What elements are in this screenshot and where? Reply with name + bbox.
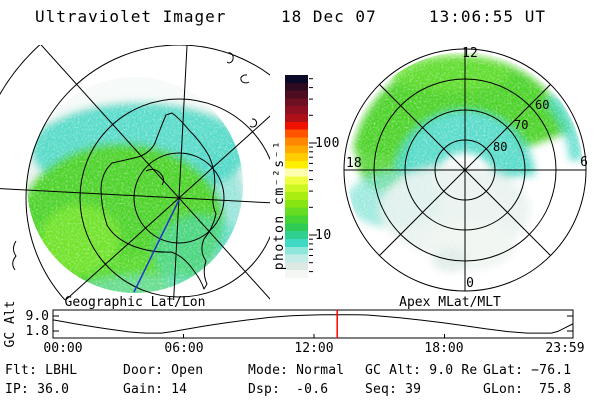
- status-glat: GLat: −76.1: [483, 363, 572, 378]
- header-date: 18 Dec 07: [281, 7, 377, 26]
- mlt-label-0: 0: [466, 276, 474, 291]
- status-seq: Seq: 39: [365, 382, 422, 397]
- geographic-dayglow-image: [27, 77, 243, 293]
- xtick-0000: 00:00: [43, 341, 82, 356]
- status-dsp: Dsp: -0.6: [248, 382, 329, 397]
- alt-curve: [52, 314, 573, 334]
- colorbar-label: photon cm⁻²s⁻¹: [272, 139, 287, 271]
- xtick-2359: 23:59: [545, 341, 584, 356]
- apex-plot: 12 18 6 0 60 70 80: [343, 46, 588, 292]
- status-mode: Mode: Normal: [248, 363, 345, 378]
- altitude-strip-chart: Geographic Lat/Lon Apex MLat/MLT GC Alt …: [3, 296, 585, 356]
- mlat-mlt-grid: [343, 48, 587, 292]
- strip-axis-ticks: [52, 315, 574, 338]
- mlat-label-60: 60: [535, 98, 549, 112]
- mlat-label-70: 70: [514, 118, 528, 132]
- app-title: Ultraviolet Imager: [35, 7, 227, 26]
- xtick-1800: 18:00: [424, 341, 463, 356]
- status-door: Door: Open: [123, 363, 204, 378]
- terminator-line: [133, 199, 180, 293]
- ytick-1.8: 1.8: [26, 324, 49, 339]
- colorbar-tick-100: 100: [315, 136, 340, 151]
- strip-ylabel: GC Alt: [3, 301, 18, 348]
- ytick-9: 9.0: [26, 309, 49, 324]
- mlt-label-18: 18: [346, 156, 362, 171]
- geographic-plot: [0, 45, 270, 300]
- antarctica-coastline: [12, 52, 258, 290]
- xtick-1200: 12:00: [294, 341, 333, 356]
- geographic-grid: [0, 45, 270, 300]
- right-plot-title: Apex MLat/MLT: [399, 296, 501, 310]
- mlat-label-80: 80: [493, 140, 507, 154]
- header-time: 13:06:55 UT: [429, 7, 546, 26]
- status-flt: Flt: LBHL: [5, 363, 78, 378]
- mlt-label-6: 6: [580, 155, 588, 170]
- left-plot-title: Geographic Lat/Lon: [65, 296, 206, 310]
- strip-chart-frame: [52, 309, 574, 339]
- colorbar-gradient: [285, 75, 308, 278]
- xtick-0600: 06:00: [164, 341, 203, 356]
- colorbar-tick-10: 10: [315, 228, 332, 243]
- status-gain: Gain: 14: [123, 382, 188, 397]
- mlt-label-12: 12: [462, 46, 478, 61]
- status-ip: IP: 36.0: [5, 382, 70, 397]
- colorbar-ticks: [309, 78, 317, 273]
- status-glon: GLon: 75.8: [483, 382, 572, 397]
- status-gcalt: GC Alt: 9.0 Re: [365, 363, 478, 378]
